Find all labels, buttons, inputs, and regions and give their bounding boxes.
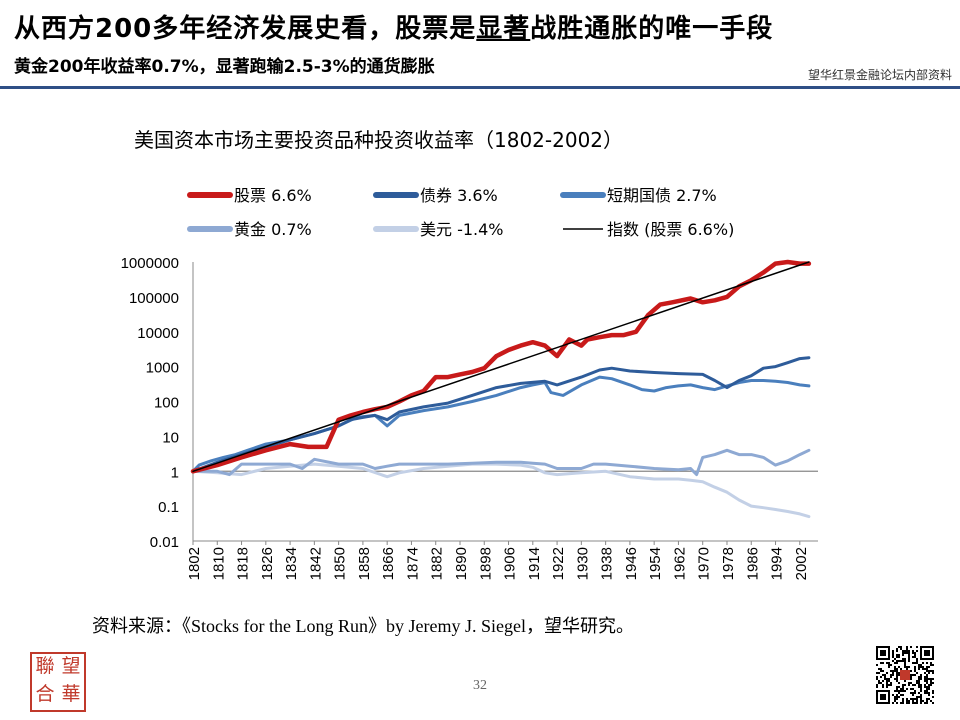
y-tick-label: 0.01 (150, 534, 179, 551)
x-tick-label: 1842 (307, 547, 324, 580)
chart-plot (190, 259, 818, 519)
page-number: 32 (473, 678, 487, 693)
series-line-3 (191, 448, 811, 477)
page-subtitle: 黄金200年收益率0.7%，显著跑输2.5-3%的通货膨胀 (14, 57, 435, 77)
series-line-0 (190, 259, 812, 474)
qr-code-icon (876, 646, 934, 704)
series-line-2 (191, 375, 811, 473)
x-tick-label: 1914 (526, 547, 543, 580)
y-tick-label: 0.1 (158, 499, 179, 516)
x-tick-label: 1962 (671, 547, 688, 580)
legend-label: 黄金 0.7% (234, 220, 312, 239)
x-tick-label: 1818 (235, 547, 252, 580)
x-tick-label: 1834 (283, 547, 300, 580)
x-tick-label: 1922 (550, 547, 567, 580)
y-tick-label: 100000 (129, 290, 179, 307)
x-tick-label: 1978 (720, 547, 737, 580)
series-line-5 (192, 261, 810, 473)
x-tick-label: 1866 (380, 547, 397, 580)
header-divider (0, 86, 960, 89)
y-tick-label: 1000 (146, 360, 179, 377)
source-note: 资料来源：《Stocks for the Long Run》by Jeremy … (92, 616, 634, 636)
chart-axes: 0.01 0.1 1 10 100 1000 10000 100000 1000000 1802 1… (121, 255, 818, 580)
x-tick-label: 1930 (574, 547, 591, 580)
chart-title: 美国资本市场主要投资品种投资收益率（1802-2002） (134, 128, 624, 152)
legend-label: 短期国债 2.7% (607, 186, 717, 205)
chart-legend: 股票 6.6% 债券 3.6% 短期国债 2.7% 黄金 0.7% 美元 -1.4% 指数… (187, 186, 734, 239)
x-tick-label: 1938 (599, 547, 616, 580)
x-tick-label: 1826 (259, 547, 276, 580)
x-tick-label: 1802 (186, 547, 203, 580)
x-tick-label: 1906 (502, 547, 519, 580)
title-underlined-word: 显著 (476, 14, 531, 44)
page-title: 从西方200多年经济发展史看，股票是显著战胜通胀的唯一手段 (14, 14, 774, 44)
x-tick-label: 1994 (769, 547, 786, 580)
x-tick-label: 2002 (793, 547, 810, 580)
x-tick-label: 1898 (477, 547, 494, 580)
legend-label: 股票 6.6% (234, 186, 312, 205)
y-tick-label: 10 (162, 429, 179, 446)
x-tick-label: 1954 (647, 547, 664, 580)
x-tick-label: 1874 (404, 547, 421, 580)
x-tick-label: 1850 (332, 547, 349, 580)
legend-label: 指数 (股票 6.6%) (607, 220, 734, 239)
legend-label: 美元 -1.4% (420, 220, 504, 239)
x-tick-label: 1890 (453, 547, 470, 580)
series-line-1 (191, 356, 811, 473)
legend-label: 债券 3.6% (420, 186, 498, 205)
internal-material-label: 望华红景金融论坛内部资料 (807, 68, 952, 82)
x-tick-label: 1882 (429, 547, 446, 580)
y-tick-label: 10000 (137, 325, 179, 342)
x-tick-label: 1946 (623, 547, 640, 580)
wanghua-seal-logo: 聯望 合華 (30, 652, 86, 712)
x-tick-label: 1986 (744, 547, 761, 580)
y-tick-label: 1000000 (121, 255, 179, 272)
series-line-4 (191, 462, 811, 519)
x-tick-label: 1858 (356, 547, 373, 580)
y-tick-label: 100 (154, 395, 179, 412)
y-tick-label: 1 (171, 464, 179, 481)
x-tick-label: 1970 (696, 547, 713, 580)
x-tick-label: 1810 (210, 547, 227, 580)
